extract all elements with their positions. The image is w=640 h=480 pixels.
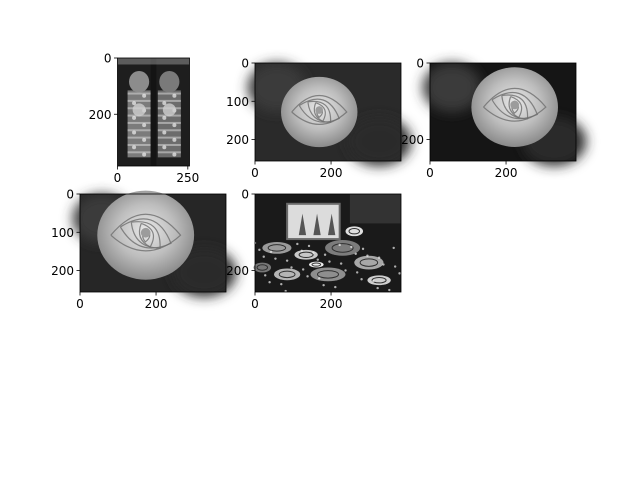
y-tick-label: 200 bbox=[401, 133, 424, 147]
y-tick-label: 100 bbox=[226, 95, 249, 109]
y-tick-label: 200 bbox=[89, 108, 112, 122]
y-tick-label: 0 bbox=[241, 188, 249, 202]
rose-image bbox=[422, 63, 587, 166]
x-tick-label: 250 bbox=[176, 171, 199, 185]
rose-image bbox=[247, 63, 412, 166]
axes-frame bbox=[79, 193, 227, 293]
axes-frame bbox=[117, 57, 190, 167]
axes-frame bbox=[254, 193, 402, 293]
x-tick-label: 0 bbox=[251, 297, 259, 311]
x-tick-label: 0 bbox=[426, 166, 434, 180]
x-tick-label: 200 bbox=[320, 166, 343, 180]
panel-4: 0 200 0 100 200 bbox=[51, 188, 237, 311]
panel-2: 0 200 0 100 200 bbox=[226, 57, 412, 180]
y-tick-label: 0 bbox=[416, 57, 424, 71]
y-tick-label: 0 bbox=[66, 188, 74, 202]
y-tick-label: 200 bbox=[226, 264, 249, 278]
x-tick-label: 0 bbox=[251, 166, 259, 180]
x-tick-label: 200 bbox=[495, 166, 518, 180]
y-tick-label: 100 bbox=[51, 226, 74, 240]
carved-figures-image bbox=[117, 58, 190, 166]
panel-1: 0 250 0 200 bbox=[89, 52, 200, 186]
axes-frame bbox=[254, 62, 402, 162]
axes-frame bbox=[429, 62, 577, 162]
y-tick-label: 200 bbox=[226, 133, 249, 147]
tabletop-image bbox=[253, 194, 401, 293]
y-tick-label: 0 bbox=[241, 57, 249, 71]
y-tick-label: 200 bbox=[51, 264, 74, 278]
x-tick-label: 0 bbox=[114, 171, 122, 185]
y-tick-label: 0 bbox=[104, 52, 112, 66]
rose-image bbox=[72, 190, 237, 297]
x-tick-label: 0 bbox=[76, 297, 84, 311]
panel-5: 0 200 0 200 bbox=[226, 188, 402, 311]
x-tick-label: 200 bbox=[320, 297, 343, 311]
x-tick-label: 200 bbox=[145, 297, 168, 311]
panel-3: 0 200 0 200 bbox=[401, 57, 587, 180]
